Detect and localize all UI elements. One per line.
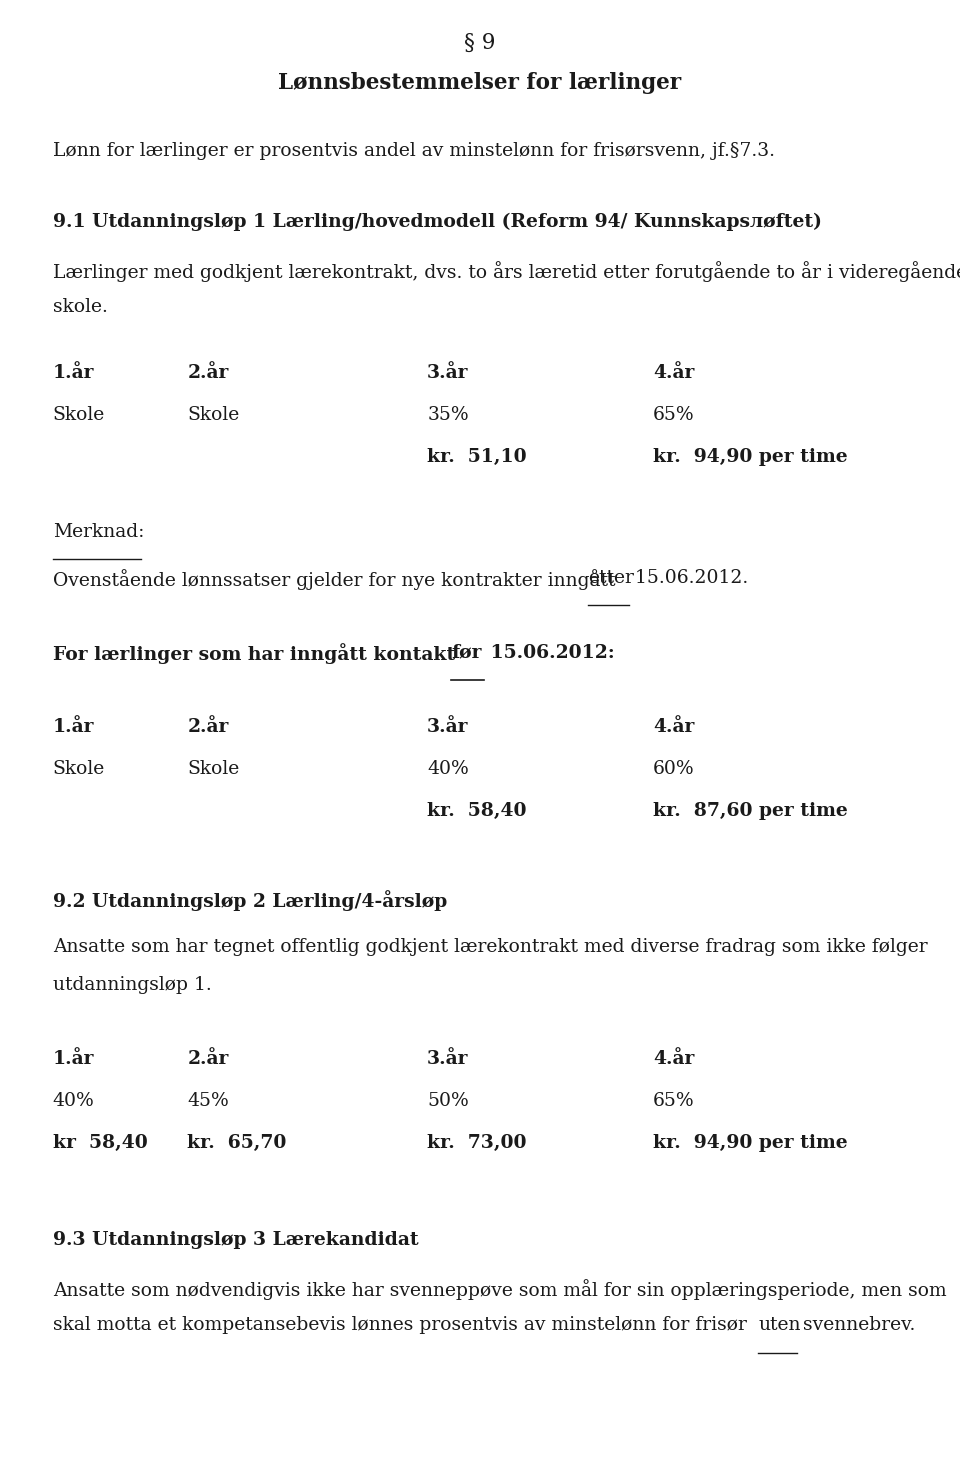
Text: 1.år: 1.år xyxy=(53,718,94,736)
Text: 35%: 35% xyxy=(427,406,468,424)
Text: 9.1 Utdanningsløp 1 Lærling/hovedmodell (Reform 94/ Kunnskapsлøftet): 9.1 Utdanningsløp 1 Lærling/hovedmodell … xyxy=(53,213,822,230)
Text: svennebrev.: svennebrev. xyxy=(797,1316,915,1334)
Text: Lønn for lærlinger er prosentvis andel av minstelønn for frisørsvenn, jf.§7.3.: Lønn for lærlinger er prosentvis andel a… xyxy=(53,142,775,160)
Text: kr.  94,90 per time: kr. 94,90 per time xyxy=(653,449,848,466)
Text: 2.år: 2.år xyxy=(187,1051,228,1069)
Text: Merknad:: Merknad: xyxy=(53,523,144,541)
Text: § 9: § 9 xyxy=(465,32,495,54)
Text: Ovenstående lønnssatser gjelder for nye kontrakter inngått: Ovenstående lønnssatser gjelder for nye … xyxy=(53,569,621,589)
Text: 50%: 50% xyxy=(427,1092,468,1110)
Text: 9.3 Utdanningsløp 3 Lærekandidat: 9.3 Utdanningsløp 3 Lærekandidat xyxy=(53,1231,419,1249)
Text: før: før xyxy=(451,644,482,661)
Text: Lønnsbestemmelser for lærlinger: Lønnsbestemmelser for lærlinger xyxy=(278,72,682,94)
Text: 60%: 60% xyxy=(653,761,694,778)
Text: Ansatte som har tegnet offentlig godkjent lærekontrakt med diverse fradrag som i: Ansatte som har tegnet offentlig godkjen… xyxy=(53,938,927,956)
Text: uten: uten xyxy=(758,1316,801,1334)
Text: 4.år: 4.år xyxy=(653,1051,694,1069)
Text: 45%: 45% xyxy=(187,1092,228,1110)
Text: Lærlinger med godkjent lærekontrakt, dvs. to års læretid etter forutgående to år: Lærlinger med godkjent lærekontrakt, dvs… xyxy=(53,261,960,281)
Text: kr.  87,60 per time: kr. 87,60 per time xyxy=(653,802,848,819)
Text: 40%: 40% xyxy=(53,1092,94,1110)
Text: 15.06.2012.: 15.06.2012. xyxy=(629,569,748,586)
Text: 2.år: 2.år xyxy=(187,718,228,736)
Text: kr.  65,70: kr. 65,70 xyxy=(187,1135,287,1152)
Text: etter: etter xyxy=(588,569,635,586)
Text: 4.år: 4.år xyxy=(653,365,694,383)
Text: 1.år: 1.år xyxy=(53,1051,94,1069)
Text: kr.  73,00: kr. 73,00 xyxy=(427,1135,527,1152)
Text: 65%: 65% xyxy=(653,1092,694,1110)
Text: utdanningsløp 1.: utdanningsløp 1. xyxy=(53,976,211,994)
Text: kr.  58,40: kr. 58,40 xyxy=(427,802,527,819)
Text: Skole: Skole xyxy=(187,406,239,424)
Text: Skole: Skole xyxy=(187,761,239,778)
Text: kr.  51,10: kr. 51,10 xyxy=(427,449,527,466)
Text: kr.  94,90 per time: kr. 94,90 per time xyxy=(653,1135,848,1152)
Text: 3.år: 3.år xyxy=(427,718,468,736)
Text: For lærlinger som har inngått kontakt: For lærlinger som har inngått kontakt xyxy=(53,644,462,664)
Text: Ansatte som nødvendigvis ikke har svennepрøve som mål for sin opplæringsperiode,: Ansatte som nødvendigvis ikke har svenne… xyxy=(53,1278,947,1300)
Text: 3.år: 3.år xyxy=(427,1051,468,1069)
Text: 2.år: 2.år xyxy=(187,365,228,383)
Text: 40%: 40% xyxy=(427,761,468,778)
Text: 15.06.2012:: 15.06.2012: xyxy=(484,644,614,661)
Text: 65%: 65% xyxy=(653,406,694,424)
Text: kr  58,40: kr 58,40 xyxy=(53,1135,148,1152)
Text: Skole: Skole xyxy=(53,761,105,778)
Text: 1.år: 1.år xyxy=(53,365,94,383)
Text: 3.år: 3.år xyxy=(427,365,468,383)
Text: skole.: skole. xyxy=(53,299,108,317)
Text: skal motta et kompetansebevis lønnes prosentvis av minstelønn for frisør: skal motta et kompetansebevis lønnes pro… xyxy=(53,1316,753,1334)
Text: Skole: Skole xyxy=(53,406,105,424)
Text: 9.2 Utdanningsløp 2 Lærling/4-årsløp: 9.2 Utdanningsløp 2 Lærling/4-årsløp xyxy=(53,890,447,910)
Text: 4.år: 4.år xyxy=(653,718,694,736)
